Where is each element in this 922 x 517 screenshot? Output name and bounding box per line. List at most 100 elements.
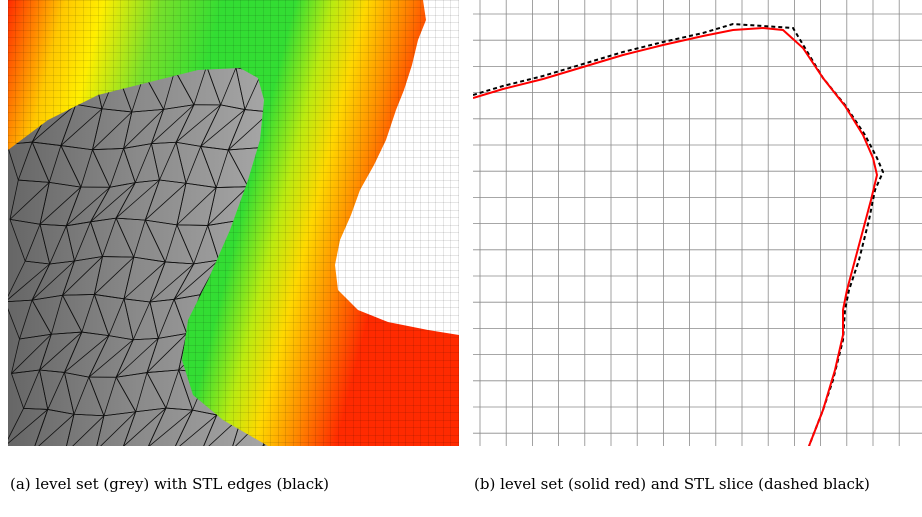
stl-edge — [17, 141, 33, 181]
stl-edge — [65, 186, 82, 226]
stl-edge — [39, 369, 65, 373]
stl-edge — [31, 104, 77, 143]
stl-edge — [47, 372, 65, 410]
stl-edge — [151, 141, 177, 144]
stl-edge — [146, 369, 179, 373]
stl-edge — [151, 143, 160, 181]
stl-edge — [11, 333, 52, 374]
stl-edge — [64, 372, 89, 378]
stl-edge — [11, 369, 40, 374]
stl-edge — [8, 263, 50, 303]
stl-edge — [228, 147, 260, 151]
stl-edge — [133, 256, 166, 263]
stl-edge — [146, 333, 188, 373]
stl-edge — [193, 225, 209, 265]
stl-edge — [165, 261, 194, 265]
stl-edge — [9, 218, 41, 225]
stl-edge — [90, 182, 136, 223]
stl-edge — [176, 183, 187, 225]
stl-edge — [220, 104, 245, 110]
stl-edge — [93, 256, 103, 295]
stl-edge — [122, 411, 137, 446]
stl-edge — [115, 217, 135, 258]
levelset-render-image — [8, 0, 459, 446]
stl-edge — [66, 221, 91, 227]
stl-edge — [134, 143, 152, 183]
stl-edge — [9, 182, 50, 220]
stl-edge — [73, 376, 90, 415]
stl-edge — [39, 331, 83, 371]
stl-edge — [108, 335, 134, 341]
stl-edge — [39, 334, 52, 371]
stl-edge — [172, 409, 193, 446]
stl-edge — [19, 299, 33, 340]
stl-edge — [227, 109, 246, 151]
slice-grid — [473, 0, 922, 446]
stl-edge — [173, 263, 195, 300]
stl-edge — [31, 141, 50, 183]
stl-edge — [50, 295, 63, 335]
stl-edge — [60, 108, 103, 146]
stl-edge — [23, 407, 48, 410]
stl-edge — [66, 186, 111, 227]
stl-edge — [88, 335, 110, 378]
stl-edge — [176, 187, 217, 226]
stl-edge — [25, 260, 50, 265]
stl-edge — [123, 298, 150, 303]
stl-edge — [60, 145, 82, 188]
stl-edge — [147, 407, 167, 446]
stl-edge — [62, 256, 103, 296]
stl-edge — [39, 186, 82, 225]
stl-edge — [88, 376, 105, 416]
stl-edge — [207, 186, 249, 226]
stl-edge — [8, 144, 19, 181]
stl-edge — [151, 104, 195, 144]
stl-edge — [109, 182, 136, 188]
stl-edge — [123, 261, 166, 300]
stl-edge — [220, 68, 237, 106]
stl-edge — [172, 414, 218, 446]
stl-edge — [8, 301, 20, 340]
stl-edge — [149, 261, 166, 303]
stl-edge — [9, 179, 19, 220]
stl-edge — [60, 104, 77, 146]
stl-edge — [175, 104, 195, 143]
stl-edge — [94, 294, 125, 300]
stl-edge — [149, 298, 175, 303]
stl-edge — [62, 295, 83, 333]
stl-edge — [31, 299, 52, 335]
stl-edge — [103, 411, 136, 417]
stl-edge — [207, 220, 236, 226]
stl-edge — [32, 294, 63, 301]
stl-edge — [123, 143, 152, 149]
stl-edge — [108, 298, 125, 336]
stl-edge — [95, 411, 137, 446]
stl-edge — [157, 299, 175, 339]
stl-edge — [102, 256, 134, 258]
stl-edge — [158, 333, 187, 339]
levelset-surface — [8, 68, 268, 446]
stl-edge — [145, 219, 177, 226]
stl-edge — [39, 223, 67, 227]
stl-edge — [39, 369, 49, 410]
stl-edge — [19, 333, 52, 340]
stl-edge — [73, 413, 104, 417]
levelset-curve — [473, 26, 879, 446]
stl-edge — [39, 182, 50, 225]
stl-edge — [102, 217, 117, 257]
stl-edge — [90, 217, 117, 223]
stl-edge — [135, 407, 167, 413]
stl-edge — [159, 142, 177, 181]
stl-edge — [62, 260, 75, 296]
stl-edge — [163, 104, 195, 110]
stl-edge — [185, 146, 202, 184]
stl-edge — [31, 263, 51, 301]
stl-edge — [123, 298, 134, 340]
stl-edge — [64, 335, 110, 373]
stl-edge — [80, 149, 93, 188]
stl-edge — [193, 259, 219, 265]
stl-edge — [92, 148, 124, 151]
stl-edge — [60, 145, 93, 151]
stl-edge — [101, 108, 132, 113]
stl-edge — [88, 339, 134, 378]
